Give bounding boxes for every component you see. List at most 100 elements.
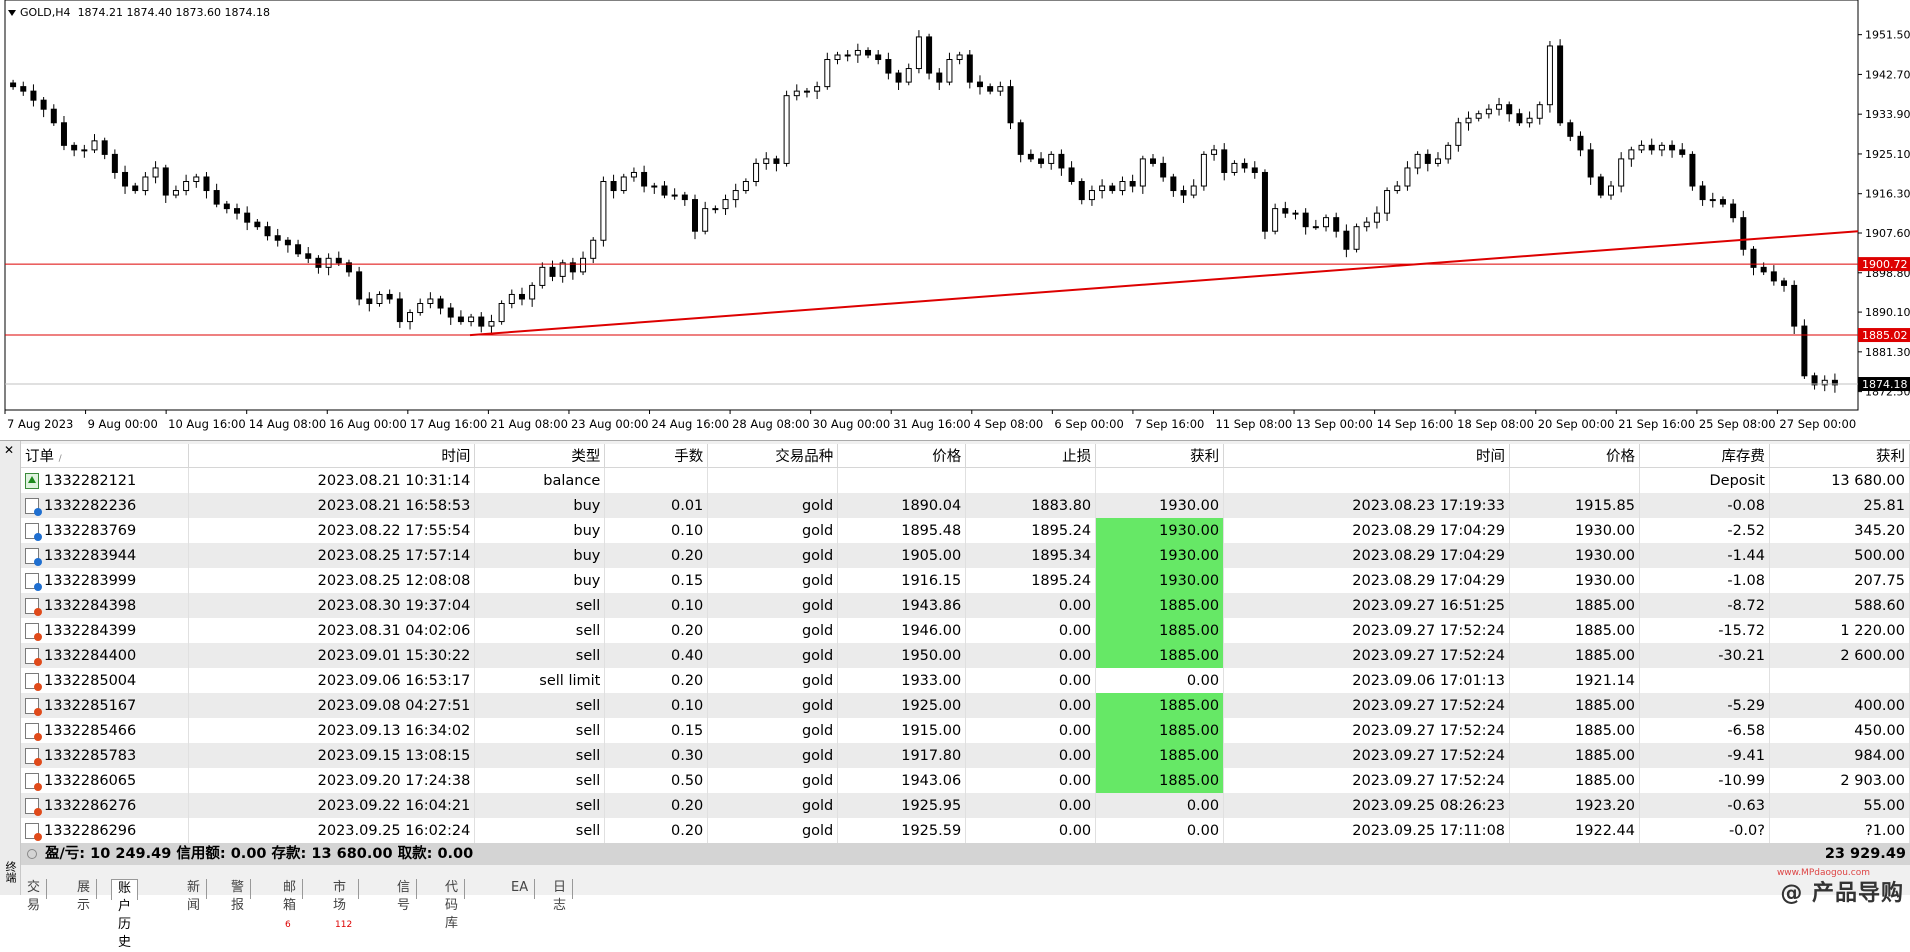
cell-profit: 345.20 — [1769, 518, 1910, 543]
tab-4[interactable]: 警报 — [225, 879, 252, 913]
candle-bull — [905, 68, 912, 83]
level-price-tag — [1858, 328, 1910, 343]
cell-id: 1332285167 — [21, 693, 190, 718]
table-row[interactable]: 1332285167 2023.09.08 04:27:51 sell 0.10 gol… — [21, 693, 1910, 718]
cell-profit: 500.00 — [1769, 543, 1910, 568]
candle-bull — [376, 293, 383, 305]
cell-symbol: gold — [707, 643, 839, 668]
price-chart[interactable]: 1951.50 1942.70 1933.90 1925.10 1916.30 1907.… — [0, 0, 1910, 438]
candle-bull — [742, 181, 749, 192]
candle-bear — [1160, 162, 1167, 178]
time-tick-label: 28 Aug 08:00 — [732, 417, 810, 431]
cell-profit: 984.00 — [1769, 743, 1910, 768]
column-header[interactable]: 获利 — [1095, 444, 1225, 468]
order-dot-icon — [34, 582, 42, 591]
cell-sl: 0.00 — [965, 718, 1097, 743]
column-header[interactable]: 库存费 — [1639, 444, 1770, 468]
cell-price: 1946.00 — [837, 618, 967, 643]
tab-3[interactable]: 新闻 — [181, 879, 208, 913]
candle-bear — [518, 293, 525, 300]
cell-symbol: gold — [707, 768, 839, 793]
price-tick-label: 1951.50 — [1865, 29, 1910, 42]
candle-bear — [264, 226, 271, 237]
column-header[interactable]: 价格 — [837, 444, 967, 468]
column-header[interactable]: 获利 — [1769, 444, 1910, 468]
table-row[interactable]: 1332283944 2023.08.25 17:57:14 buy 0.20 gold… — [21, 543, 1910, 568]
tab-7[interactable]: 信号 — [391, 879, 418, 913]
tab-5[interactable]: 邮箱 6 — [277, 879, 304, 930]
tab-10[interactable]: 日志 — [547, 879, 574, 913]
cell-close-price: 1885.00 — [1509, 643, 1640, 668]
column-header[interactable]: 价格 — [1509, 444, 1640, 468]
candlestick-chart-svg[interactable]: 1951.50 1942.70 1933.90 1925.10 1916.30 1907.… — [0, 0, 1910, 438]
candle-bull — [1272, 208, 1279, 232]
tab-1[interactable]: 展示 — [71, 879, 98, 913]
cell-close-time: 2023.09.25 08:26:23 — [1223, 793, 1511, 818]
candle-bull — [1465, 117, 1472, 124]
column-header[interactable]: 类型 — [474, 444, 606, 468]
cell-time: 2023.08.21 10:31:14 — [188, 467, 476, 493]
candle-bear — [1038, 158, 1045, 164]
order-id: 1332284399 — [44, 622, 137, 639]
cell-id: 1332286276 — [21, 793, 190, 818]
time-tick-label: 27 Sep 00:00 — [1779, 417, 1856, 431]
table-row[interactable]: 1332282236 2023.08.21 16:58:53 buy 0.01 gold… — [21, 493, 1910, 518]
time-tick-label: 31 Aug 16:00 — [893, 417, 971, 431]
candle-bull — [1119, 181, 1126, 192]
tab-6[interactable]: 市场 112 — [327, 879, 360, 930]
candle-bull — [580, 257, 587, 273]
order-dot-icon — [34, 682, 42, 691]
column-header[interactable]: 时间 — [1223, 444, 1511, 468]
table-row[interactable]: 1332283769 2023.08.22 17:55:54 buy 0.10 gold… — [21, 518, 1910, 543]
column-header[interactable]: 时间 — [188, 444, 476, 468]
cell-symbol: gold — [707, 693, 839, 718]
column-header[interactable]: 交易品种 — [707, 444, 839, 468]
order-id: 1332284398 — [44, 597, 137, 614]
table-row[interactable]: 1332285783 2023.09.15 13:08:15 sell 0.30 gol… — [21, 743, 1910, 768]
tab-8[interactable]: 代码库 — [439, 879, 466, 931]
table-row[interactable]: 1332283999 2023.08.25 12:08:08 buy 0.15 gold… — [21, 568, 1910, 593]
candle-bear — [30, 90, 37, 101]
cell-profit: 1 220.00 — [1769, 618, 1910, 643]
close-icon[interactable]: ✕ — [4, 443, 15, 457]
summary-icon — [27, 849, 37, 859]
table-row[interactable]: 1332284398 2023.08.30 19:37:04 sell 0.10 gol… — [21, 593, 1910, 618]
column-header[interactable]: 止损 — [965, 444, 1097, 468]
chart-menu-icon[interactable] — [8, 10, 16, 16]
candle-bull — [1404, 167, 1411, 187]
tab-9[interactable]: EA — [505, 879, 536, 899]
table-row[interactable]: 1332285466 2023.09.13 16:34:02 sell 0.15 gol… — [21, 718, 1910, 743]
sell-order-icon — [25, 647, 42, 666]
level-price-tag — [1858, 257, 1910, 272]
candle-bear — [1567, 122, 1574, 137]
sell-order-icon — [25, 747, 42, 766]
candle-bull — [1099, 185, 1106, 192]
table-row[interactable]: 1332286276 2023.09.22 16:04:21 sell 0.20 gol… — [21, 793, 1910, 818]
cell-close-price: 1930.00 — [1509, 543, 1640, 568]
candle-bull — [753, 162, 760, 183]
candle-bull — [1608, 185, 1614, 196]
candle-bull — [1536, 104, 1543, 119]
order-dot-icon — [34, 557, 42, 566]
cell-lots: 0.20 — [604, 618, 709, 643]
cell-swap: -30.21 — [1639, 643, 1770, 668]
column-header[interactable]: 订单 / — [21, 444, 190, 468]
time-tick-label: 4 Sep 08:00 — [974, 417, 1043, 431]
candle-bull — [539, 266, 546, 286]
table-row[interactable]: 1332284400 2023.09.01 15:30:22 sell 0.40 gol… — [21, 643, 1910, 668]
table-row[interactable]: 1332286065 2023.09.20 17:24:38 sell 0.50 gol… — [21, 768, 1910, 793]
candle-bear — [895, 72, 902, 83]
tab-2[interactable]: 账户历史 — [111, 879, 139, 950]
candle-bear — [162, 167, 169, 196]
table-row[interactable]: 1332282121 2023.08.21 10:31:14 balance Depo… — [21, 467, 1910, 493]
table-row[interactable]: 1332285004 2023.09.06 16:53:17 sell limit 0… — [21, 668, 1910, 693]
table-row[interactable]: 1332284399 2023.08.31 04:02:06 sell 0.20 gol… — [21, 618, 1910, 643]
candle-bear — [1109, 185, 1116, 192]
tab-0[interactable]: 交易 — [21, 879, 48, 913]
candle-bear — [244, 212, 251, 223]
candle-bear — [50, 108, 57, 124]
cell-sl: 0.00 — [965, 593, 1097, 618]
candle-bear — [1791, 284, 1798, 327]
column-header[interactable]: 手数 — [604, 444, 709, 468]
table-row[interactable]: 1332286296 2023.09.25 16:02:24 sell 0.20 gol… — [21, 818, 1910, 843]
